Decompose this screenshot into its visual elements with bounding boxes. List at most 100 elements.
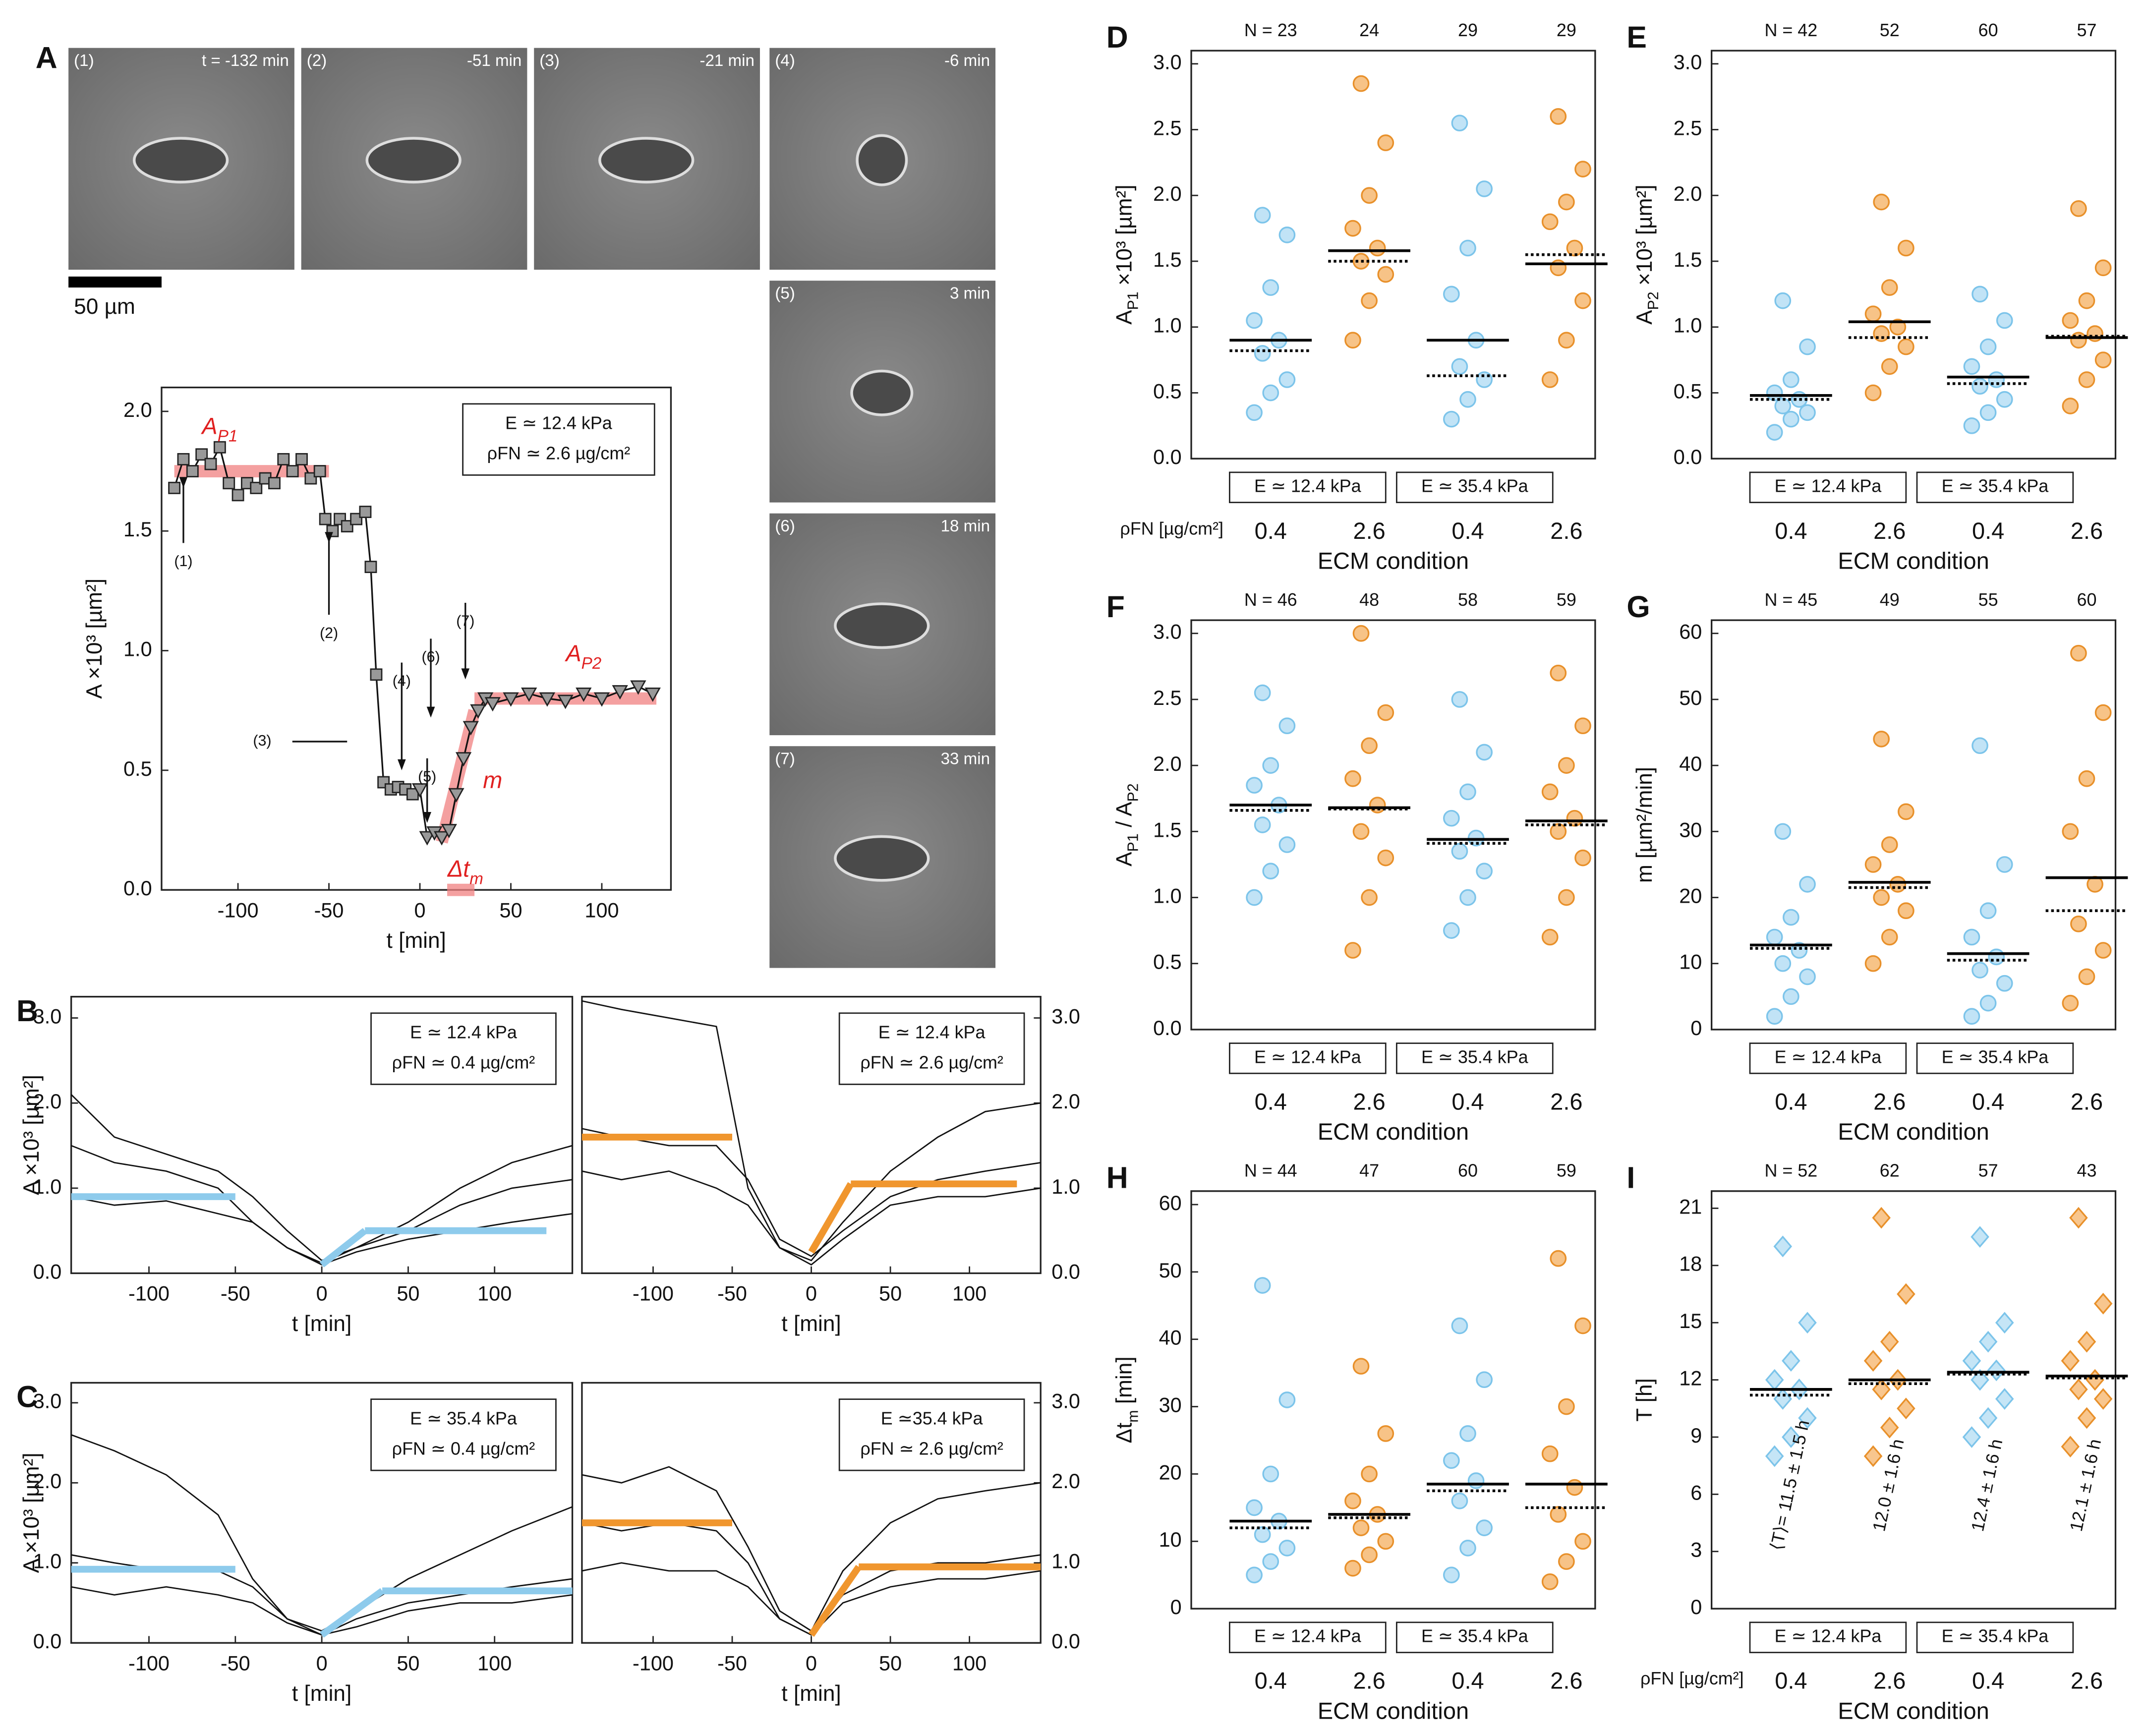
data-point bbox=[1864, 384, 1882, 402]
data-point bbox=[1979, 404, 1997, 421]
data-point bbox=[1361, 1546, 1378, 1563]
data-point bbox=[1799, 876, 1816, 893]
data-point bbox=[1459, 391, 1476, 408]
x-tick-label: 0.4 bbox=[1255, 518, 1287, 544]
data-point bbox=[286, 465, 299, 477]
data-point bbox=[1880, 1416, 1899, 1439]
x-tick-label: 2.6 bbox=[1873, 1668, 1906, 1694]
n-label: 29 bbox=[1458, 20, 1478, 40]
x-tick-label: 2.6 bbox=[1550, 1088, 1582, 1114]
x-tick-label: 2.6 bbox=[1353, 518, 1385, 544]
data-point bbox=[1451, 358, 1468, 375]
density-label: ρFN [µg/cm²] bbox=[1640, 1669, 1744, 1688]
data-point bbox=[1476, 744, 1493, 761]
x-tick-label: 2.6 bbox=[2071, 1088, 2103, 1114]
data-point bbox=[503, 692, 519, 707]
x-tick-label: 2.6 bbox=[2071, 1668, 2103, 1694]
data-point bbox=[213, 441, 226, 454]
data-point bbox=[2094, 351, 2112, 368]
plot-frame bbox=[1710, 1190, 2117, 1610]
data-point bbox=[470, 704, 486, 719]
panel-label: D bbox=[1106, 20, 1128, 54]
y-axis-label: T [h] bbox=[1632, 1378, 1657, 1422]
data-point bbox=[1996, 312, 2013, 329]
x-tick-label: 0 bbox=[414, 899, 426, 922]
fit-label: AP2 bbox=[564, 640, 601, 673]
data-point bbox=[1863, 1445, 1883, 1467]
x-tick-label: -100 bbox=[218, 899, 259, 922]
data-point bbox=[1278, 836, 1296, 853]
data-point bbox=[1996, 856, 2013, 873]
image-label: (7) bbox=[775, 750, 795, 768]
data-point bbox=[1898, 803, 1915, 820]
x-tick-label: 0 bbox=[806, 1652, 817, 1675]
data-point bbox=[359, 506, 372, 519]
data-point bbox=[1765, 1445, 1784, 1467]
legend-text: E ≃35.4 kPa bbox=[881, 1409, 983, 1429]
image-time: 33 min bbox=[941, 750, 990, 768]
data-point bbox=[1972, 378, 1988, 395]
legend-text: E ≃ 35.4 kPa bbox=[410, 1409, 517, 1429]
fit-label-main: A bbox=[200, 413, 217, 439]
arrow-label: (3) bbox=[253, 732, 271, 749]
plot-frame bbox=[1710, 50, 2117, 460]
data-point bbox=[1574, 717, 1591, 735]
x-tick-label: 50 bbox=[879, 1282, 902, 1305]
n-label: 58 bbox=[1458, 590, 1478, 610]
data-point bbox=[1783, 371, 1799, 388]
x-tick-label: -100 bbox=[128, 1652, 170, 1675]
y-tick-label: 2.0 bbox=[1674, 182, 1702, 205]
x-tick-label: 100 bbox=[952, 1652, 986, 1675]
image-time: -21 min bbox=[699, 52, 754, 70]
fit-line bbox=[320, 1588, 385, 1638]
data-point bbox=[1773, 1235, 1793, 1258]
legend-text: E ≃ 12.4 kPa bbox=[410, 1023, 517, 1042]
data-point bbox=[1963, 928, 1980, 946]
y-axis-label: m [µm²/min] bbox=[1632, 767, 1657, 883]
y-tick-label: 9 bbox=[1690, 1424, 1702, 1447]
y-tick-label: 40 bbox=[1159, 1327, 1182, 1349]
y-tick-label: 6 bbox=[1690, 1481, 1702, 1504]
x-tick-label: 0 bbox=[316, 1652, 328, 1675]
n-label: 62 bbox=[1880, 1161, 1900, 1181]
data-point bbox=[1963, 358, 1980, 375]
y-tick-label: 3 bbox=[1690, 1539, 1702, 1562]
x-axis-label: ECM condition bbox=[1318, 548, 1469, 574]
data-point bbox=[1783, 410, 1799, 428]
n-label: N = 42 bbox=[1764, 20, 1817, 40]
arrow-label: (1) bbox=[174, 553, 192, 570]
cell bbox=[856, 134, 908, 186]
data-point bbox=[1783, 909, 1799, 926]
data-point bbox=[1254, 345, 1271, 362]
y-tick-label: 1.0 bbox=[1674, 314, 1702, 337]
condition-box bbox=[1229, 1621, 1387, 1653]
panel-label: I bbox=[1626, 1161, 1635, 1195]
panel-label: F bbox=[1106, 590, 1125, 624]
y-tick-label: 50 bbox=[1679, 687, 1702, 709]
y-label-part: m [µm²/min] bbox=[1632, 767, 1657, 883]
x-tick-label: -100 bbox=[128, 1282, 170, 1305]
y-axis-label: A ×10³ [µm²] bbox=[19, 1075, 44, 1195]
data-point bbox=[1872, 1378, 1891, 1400]
panel-label: H bbox=[1106, 1161, 1128, 1195]
data-point bbox=[1476, 863, 1493, 880]
data-point bbox=[2062, 398, 2079, 414]
data-point bbox=[1574, 292, 1591, 309]
data-point bbox=[204, 458, 217, 470]
data-point bbox=[448, 788, 464, 803]
data-point bbox=[1962, 1426, 1981, 1448]
data-point bbox=[1344, 942, 1361, 959]
fit-line bbox=[808, 1564, 862, 1637]
x-tick-label: 0.4 bbox=[1451, 518, 1484, 544]
data-point bbox=[1377, 849, 1394, 867]
arrow-label: (4) bbox=[393, 672, 411, 689]
data-point bbox=[1881, 279, 1898, 296]
arrow-head bbox=[461, 668, 470, 680]
image-label: (6) bbox=[775, 517, 795, 535]
x-tick-label: 2.6 bbox=[1550, 518, 1582, 544]
fit-label: m bbox=[483, 767, 502, 793]
y-axis-label: AP1 / AP2 bbox=[1112, 783, 1141, 867]
x-axis-label: t [min] bbox=[292, 1681, 351, 1706]
legend-box bbox=[370, 1012, 557, 1085]
data-point bbox=[1246, 312, 1263, 329]
